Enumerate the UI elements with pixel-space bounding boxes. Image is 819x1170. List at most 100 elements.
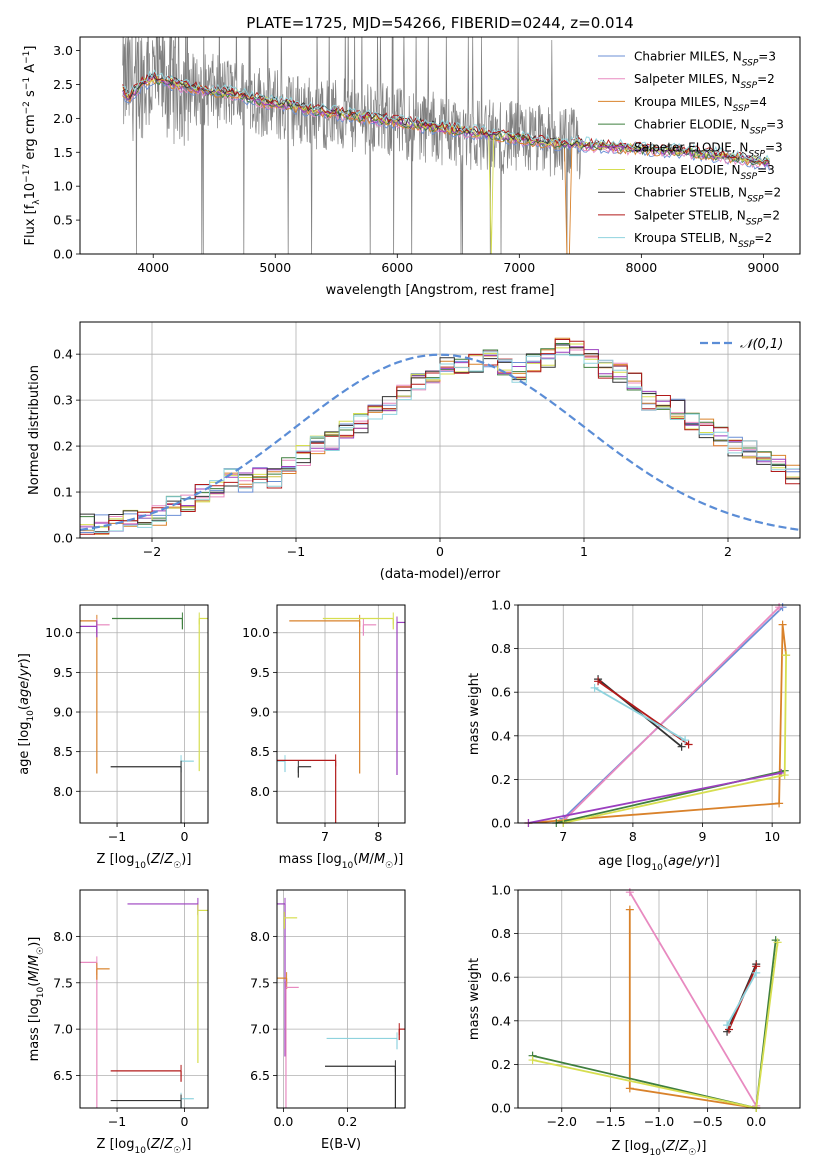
- x-tick-label: 0.0: [273, 1114, 293, 1129]
- y-tick-label: 7.5: [53, 975, 73, 990]
- legend-label: Salpeter MILES, NSSP=2: [634, 72, 775, 91]
- weight-marker: [752, 968, 761, 977]
- y-tick-label: 1.0: [491, 598, 511, 613]
- model-line-kroupa-stelib: [122, 69, 770, 163]
- weight-line-kroupa-elodie: [532, 942, 779, 1110]
- x-tick-label: 8: [374, 829, 382, 844]
- y-tick-label: 1.0: [491, 883, 511, 898]
- x-tick-label: −0.5: [692, 1114, 722, 1129]
- plot-area: [80, 612, 208, 823]
- y-tick-label: 0.0: [491, 1101, 511, 1116]
- label-part: −1: [22, 51, 32, 64]
- mass_vs_EBV-panel: 0.0 0.2 6.5 7.0 7.5 8.0 E(B-V): [250, 889, 406, 1152]
- weight-marker: [780, 771, 789, 780]
- label-part: age: [668, 854, 692, 869]
- y-tick-label: 0.2: [53, 439, 73, 454]
- plot-frame: [276, 889, 406, 1109]
- label-part: /: [17, 676, 32, 681]
- y-tick-label: 0.2: [491, 1057, 511, 1072]
- weight-marker: [725, 1025, 734, 1034]
- label-part: M: [358, 852, 369, 867]
- y-tick-label: 0.2: [491, 772, 511, 787]
- weight-line-kroupa-stelib: [726, 972, 757, 1026]
- label-part: (: [353, 852, 358, 867]
- legend-label: Kroupa STELIB, NSSP=2: [634, 231, 772, 250]
- label-part: )]: [710, 854, 720, 869]
- y-tick-label: 0.1: [53, 485, 73, 500]
- label-part: Z [log: [612, 1139, 650, 1154]
- label-part: )]: [181, 1137, 191, 1152]
- label-part: Z [log: [97, 852, 135, 867]
- x-axis-label: mass [log10(M/M☉)]: [279, 852, 404, 871]
- y-tick-label: 7.0: [250, 1022, 270, 1037]
- label-part: Kroupa ELODIE, N: [634, 163, 741, 177]
- label-part: Kroupa MILES, N: [634, 95, 733, 109]
- label-part: (: [17, 705, 32, 710]
- label-part: 10: [36, 986, 46, 998]
- legend-label: Chabrier MILES, NSSP=3: [634, 50, 776, 69]
- label-part: ☉: [173, 1146, 181, 1156]
- legend-label: Kroupa MILES, NSSP=4: [634, 95, 767, 114]
- y-axis-label: age [log10(age/yr)]: [17, 653, 36, 775]
- plot-area: [80, 897, 208, 1108]
- x-tick-label: 6000: [381, 260, 413, 275]
- plot-area: [528, 888, 782, 1112]
- label-part: )]: [17, 653, 32, 663]
- x-tick-label: 9: [699, 829, 707, 844]
- model-line-salpeter-stelib: [122, 70, 770, 164]
- label-part: )]: [181, 852, 191, 867]
- weight-marker: [594, 677, 603, 686]
- label-part: M: [27, 970, 42, 981]
- label-part: /: [27, 965, 42, 970]
- x-axis-label: (data-model)/error: [380, 567, 501, 582]
- y-tick-label: 6.5: [53, 1068, 73, 1083]
- weight-marker: [625, 905, 634, 914]
- label-part: SSP: [750, 127, 767, 137]
- y-tick-label: 3.0: [53, 43, 73, 58]
- model-line-salpeter-elodie: [122, 75, 770, 167]
- x-tick-label: 10: [764, 829, 780, 844]
- weight-marker: [625, 1084, 634, 1093]
- legend-label: Chabrier STELIB, NSSP=2: [634, 186, 781, 205]
- hist-step-kroupa-stelib: [80, 351, 800, 533]
- label-part: ☉: [385, 861, 393, 871]
- y-tick-label: 0.6: [491, 685, 511, 700]
- x-axis-label: Z [log10(Z/Z☉)]: [97, 1137, 192, 1156]
- y-tick-label: 8.0: [53, 929, 73, 944]
- x-axis-label: age [log10(age/yr)]: [598, 854, 720, 873]
- weight-marker: [775, 799, 784, 808]
- x-tick-label: −1.0: [644, 1114, 674, 1129]
- y-tick-label: 1.5: [53, 145, 73, 160]
- x-tick-label: −1.5: [595, 1114, 625, 1129]
- plot-frame: [276, 604, 406, 824]
- label-part: −2: [22, 101, 32, 114]
- label-part: )]: [393, 852, 403, 867]
- legend-label: 𝒩(0,1): [740, 337, 783, 352]
- plot-frame: [79, 889, 209, 1109]
- label-part: Chabrier ELODIE, N: [634, 118, 750, 132]
- y-tick-label: 10.0: [242, 625, 270, 640]
- label-part: )]: [696, 1139, 706, 1154]
- label-part: SSP: [741, 172, 758, 182]
- data-spectrum-line: [122, 37, 770, 254]
- weight-marker: [723, 1021, 732, 1030]
- weight-marker: [590, 683, 599, 692]
- y-tick-label: 0.5: [53, 213, 73, 228]
- label-part: Flux [f: [23, 204, 38, 245]
- weight-line-salpeter-elodie: [528, 772, 782, 824]
- plot-area: [277, 612, 405, 823]
- plot-frame: [79, 604, 209, 824]
- x-tick-label: 7000: [503, 260, 535, 275]
- label-part: /: [675, 1139, 680, 1154]
- weight-marker: [684, 740, 693, 749]
- label-part: A: [23, 64, 38, 77]
- label-part: Salpeter ELODIE, N: [634, 140, 748, 154]
- label-part: age: [17, 681, 32, 705]
- label-part: erg cm: [23, 114, 38, 163]
- plot-frame: [79, 321, 801, 539]
- label-part: s: [23, 90, 38, 101]
- x-tick-label: 4000: [137, 260, 169, 275]
- label-part: age [log: [598, 854, 651, 869]
